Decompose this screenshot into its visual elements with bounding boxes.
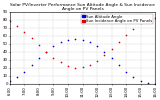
Title: Solar PV/Inverter Performance Sun Altitude Angle & Sun Incidence Angle on PV Pan: Solar PV/Inverter Performance Sun Altitu…	[10, 3, 155, 11]
Legend: Sun Altitude Angle, Sun Incidence Angle on PV Panels: Sun Altitude Angle, Sun Incidence Angle …	[81, 14, 153, 24]
